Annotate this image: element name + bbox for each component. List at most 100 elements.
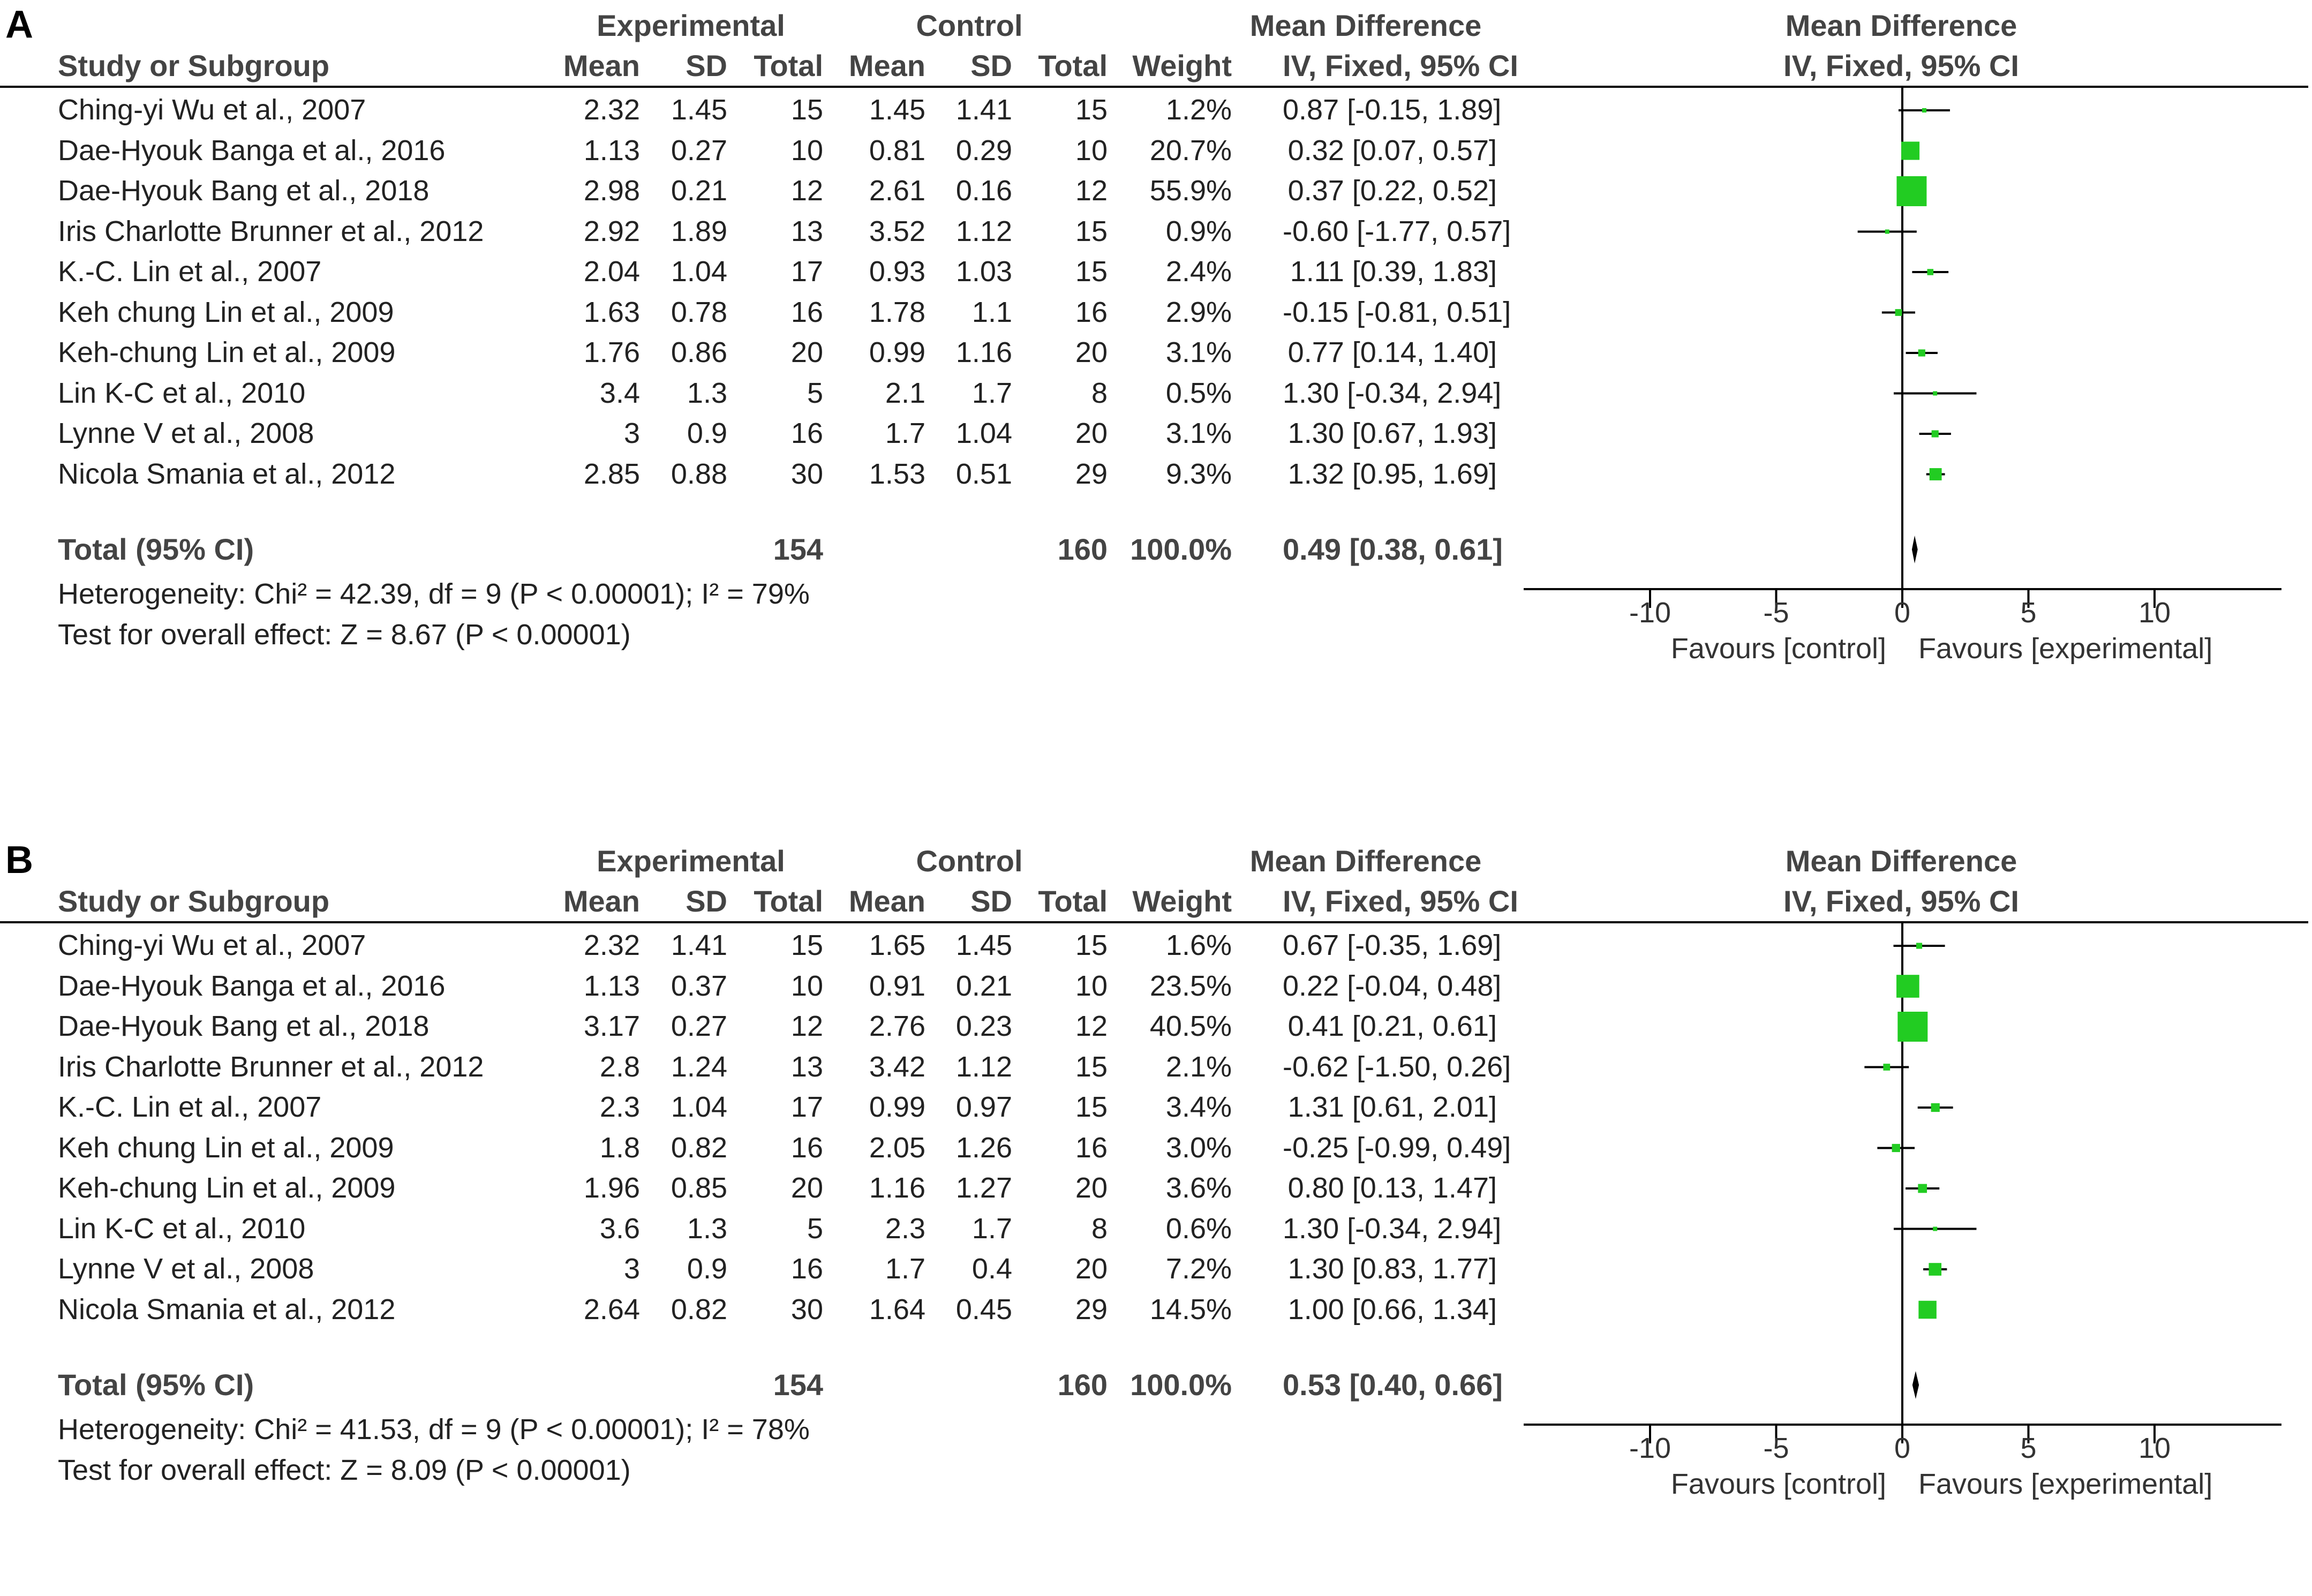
group-header-control: Control: [916, 844, 1023, 878]
x-tick-label: -10: [1629, 597, 1671, 629]
exp-mean: 3: [623, 1253, 640, 1285]
effect-square: [1897, 1012, 1928, 1042]
weight: 7.2%: [1165, 1253, 1232, 1285]
x-tick-label: -5: [1763, 1432, 1789, 1464]
exp-total: 5: [807, 377, 823, 409]
effect-square: [1922, 108, 1927, 113]
total-diamond: [1911, 536, 1918, 563]
weight: 2.4%: [1165, 255, 1232, 288]
ctl-total: 8: [1091, 1212, 1108, 1245]
exp-total: 13: [790, 215, 823, 247]
weight: 3.1%: [1165, 417, 1232, 449]
study-name: Dae-Hyouk Banga et al., 2016: [58, 134, 446, 167]
col-header-exp-total: Total: [754, 49, 823, 82]
exp-total: 13: [790, 1050, 823, 1083]
exp-sd: 0.9: [687, 417, 727, 449]
ci-text: 0.67 [-0.35, 1.69]: [1283, 929, 1502, 961]
exp-mean: 3.17: [583, 1010, 640, 1042]
exp-total: 17: [790, 1091, 823, 1123]
effect-square: [1931, 430, 1939, 438]
exp-mean: 3.4: [599, 377, 640, 409]
exp-mean: 2.3: [599, 1091, 640, 1123]
effect-square: [1885, 229, 1889, 234]
group-header-mean-difference: Mean Difference: [1249, 9, 1482, 42]
exp-sd: 1.41: [671, 929, 727, 961]
col-header-ctl-mean: Mean: [848, 884, 925, 918]
exp-total: 17: [790, 255, 823, 288]
x-tick-label: -5: [1763, 597, 1789, 629]
exp-sd: 0.9: [687, 1253, 727, 1285]
total-ci: 0.53 [0.40, 0.66]: [1283, 1368, 1503, 1402]
ctl-mean: 0.93: [869, 255, 925, 288]
exp-total: 16: [790, 296, 823, 328]
weight: 3.4%: [1165, 1091, 1232, 1123]
ctl-total: 20: [1075, 1253, 1108, 1285]
ctl-total: 15: [1075, 929, 1108, 961]
ctl-mean: 2.3: [885, 1212, 925, 1245]
plot-title: Mean Difference: [1785, 844, 2017, 878]
total-weight: 100.0%: [1130, 532, 1232, 566]
col-header-ctl-mean: Mean: [848, 49, 925, 82]
ci-text: 1.32 [0.95, 1.69]: [1287, 457, 1497, 490]
exp-total: 5: [807, 1212, 823, 1245]
col-header-exp-sd: SD: [686, 884, 727, 918]
exp-mean: 2.04: [583, 255, 640, 288]
study-name: K.-C. Lin et al., 2007: [58, 1091, 322, 1123]
exp-sd: 1.24: [671, 1050, 727, 1083]
exp-total: 15: [790, 94, 823, 126]
weight: 2.9%: [1165, 296, 1232, 328]
exp-mean: 1.13: [583, 134, 640, 167]
exp-sd: 1.89: [671, 215, 727, 247]
study-name: Lynne V et al., 2008: [58, 1253, 314, 1285]
exp-mean: 1.76: [583, 336, 640, 368]
exp-sd: 0.27: [671, 1010, 727, 1042]
effect-square: [1929, 468, 1942, 480]
col-header-exp-total: Total: [754, 884, 823, 918]
ctl-sd: 0.4: [972, 1253, 1012, 1285]
plot-subtitle: IV, Fixed, 95% CI: [1783, 49, 2019, 82]
exp-sd: 0.82: [671, 1131, 727, 1164]
total-label: Total (95% CI): [58, 532, 254, 566]
col-header-ci: IV, Fixed, 95% CI: [1283, 49, 1518, 82]
ctl-mean: 2.76: [869, 1010, 925, 1042]
study-name: Iris Charlotte Brunner et al., 2012: [58, 215, 484, 247]
ctl-mean: 1.65: [869, 929, 925, 961]
ctl-mean: 1.45: [869, 94, 925, 126]
effect-square: [1901, 141, 1920, 160]
study-name: K.-C. Lin et al., 2007: [58, 255, 322, 288]
effect-square: [1892, 1143, 1900, 1153]
ctl-sd: 0.97: [955, 1091, 1012, 1123]
ctl-mean: 0.99: [869, 336, 925, 368]
ci-text: -0.60 [-1.77, 0.57]: [1283, 215, 1511, 247]
plot-subtitle: IV, Fixed, 95% CI: [1783, 884, 2019, 918]
weight: 14.5%: [1149, 1293, 1232, 1326]
ctl-total: 20: [1075, 1172, 1108, 1204]
ci-text: -0.15 [-0.81, 0.51]: [1283, 296, 1511, 328]
weight: 55.9%: [1149, 175, 1232, 207]
ctl-total: 15: [1075, 1091, 1108, 1123]
col-header-ci: IV, Fixed, 95% CI: [1283, 884, 1518, 918]
exp-sd: 1.04: [671, 1091, 727, 1123]
weight: 20.7%: [1149, 134, 1232, 167]
study-name: Nicola Smania et al., 2012: [58, 457, 396, 490]
forest-panel-a: A Experimental Control Mean Difference Mean …: [0, 0, 2312, 761]
study-name: Ching-yi Wu et al., 2007: [58, 94, 366, 126]
x-tick-label: 5: [2020, 597, 2036, 629]
ci-text: -0.62 [-1.50, 0.26]: [1283, 1050, 1511, 1083]
col-header-study: Study or Subgroup: [58, 884, 330, 918]
col-header-weight: Weight: [1132, 49, 1232, 82]
exp-sd: 0.27: [671, 134, 727, 167]
col-header-ctl-total: Total: [1038, 49, 1108, 82]
exp-sd: 0.88: [671, 457, 727, 490]
ctl-total: 15: [1075, 1050, 1108, 1083]
plot-title: Mean Difference: [1785, 9, 2017, 42]
study-name: Lin K-C et al., 2010: [58, 1212, 306, 1245]
study-name: Keh-chung Lin et al., 2009: [58, 336, 396, 368]
effect-square: [1933, 391, 1938, 396]
header-rule: [0, 86, 2308, 88]
effect-square: [1927, 269, 1934, 275]
exp-mean: 2.32: [583, 94, 640, 126]
ctl-total: 29: [1075, 457, 1108, 490]
exp-sd: 1.3: [687, 377, 727, 409]
ctl-total: 12: [1075, 175, 1108, 207]
